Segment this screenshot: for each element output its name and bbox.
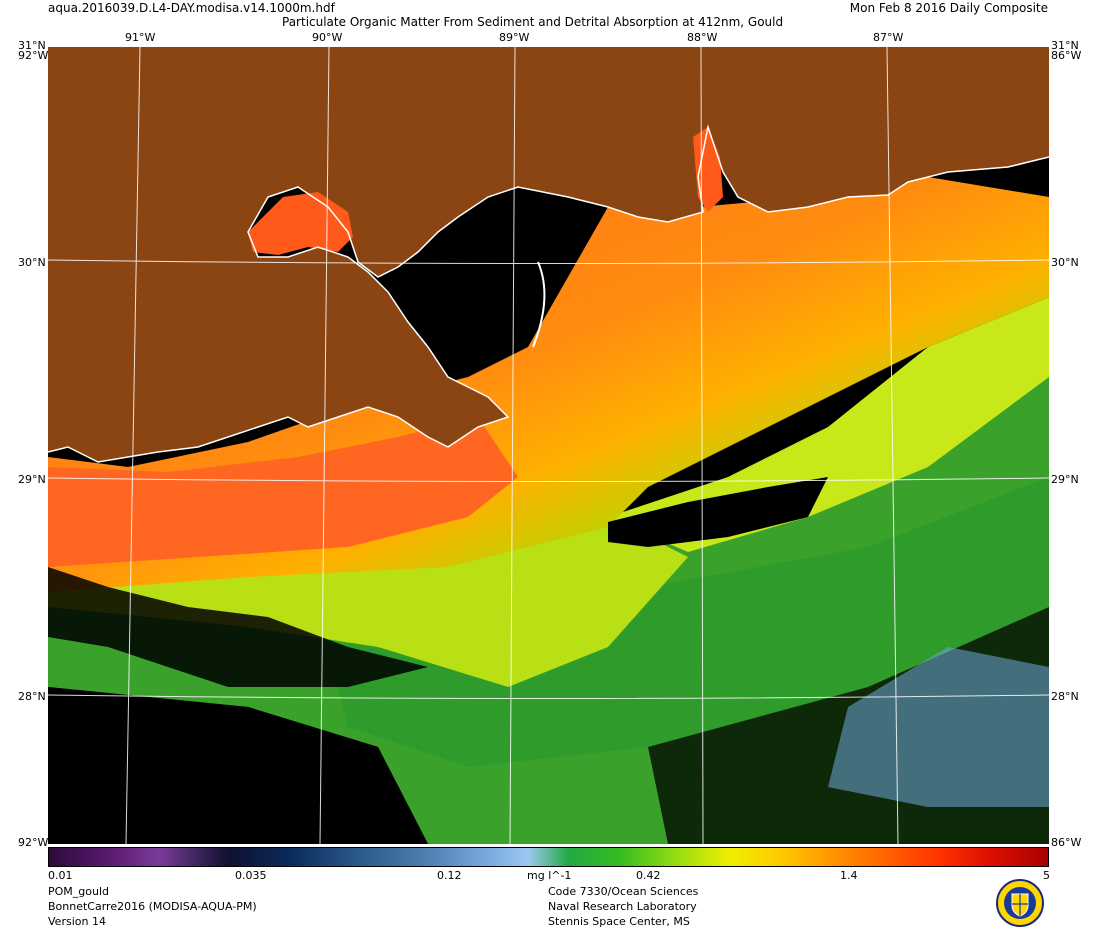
nearshore-plume [48, 417, 518, 567]
map-graphic [48, 47, 1049, 844]
green-band [328, 477, 1049, 767]
satellite-map [48, 47, 1049, 844]
nrl-seal-icon [996, 879, 1044, 927]
corner-label-top-left: 31°N [18, 39, 46, 52]
chandeleur-islands [532, 261, 546, 348]
footer-dataset: BonnetCarre2016 (MODISA-AQUA-PM) [48, 900, 257, 913]
colorbar-tick-1: 0.035 [235, 869, 267, 882]
footer-org-name: Naval Research Laboratory [548, 900, 697, 913]
composite-date: Mon Feb 8 2016 Daily Composite [849, 1, 1048, 15]
front-band [608, 297, 1049, 552]
footer-location: Stennis Space Center, MS [548, 915, 690, 928]
colorbar-tick-4: 1.4 [840, 869, 858, 882]
graticule [48, 47, 1049, 844]
file-name: aqua.2016039.D.L4-DAY.modisa.v14.1000m.h… [48, 1, 335, 15]
colorbar [48, 847, 1049, 867]
colorbar-tick-3: 0.42 [636, 869, 661, 882]
colorbar-tick-0: 0.01 [48, 869, 73, 882]
nodata-patch-3 [48, 687, 428, 844]
lat-label-28n-right: 28°N [1051, 690, 1079, 703]
nodata-patch-1 [608, 477, 828, 547]
edge-label-left-top: 92°W [18, 49, 49, 62]
lat-label-29n-left: 29°N [18, 473, 46, 486]
lat-label-30n-left: 30°N [18, 256, 46, 269]
footer-product: POM_gould [48, 885, 110, 898]
lon-label-89w: 89°W [499, 31, 530, 44]
edge-label-left-bottom: 92°W [18, 836, 49, 849]
coastline [48, 124, 1049, 463]
lat-label-28n-left: 28°N [18, 690, 46, 703]
corner-label-top-right: 31°N [1051, 39, 1079, 52]
footer-org-code: Code 7330/Ocean Sciences [548, 885, 699, 898]
edge-label-right-top: 86°W [1051, 49, 1082, 62]
nodata-patch-2 [48, 567, 428, 687]
edge-label-right-bottom: 86°W [1051, 836, 1082, 849]
colorbar-tick-5: 5 [1043, 869, 1050, 882]
low-value-area [828, 647, 1049, 807]
lon-label-88w: 88°W [687, 31, 718, 44]
lon-label-91w: 91°W [125, 31, 156, 44]
footer-version: Version 14 [48, 915, 106, 928]
lat-label-30n-right: 30°N [1051, 256, 1079, 269]
lon-label-90w: 90°W [312, 31, 343, 44]
colorbar-units: mg l^-1 [527, 869, 572, 882]
lat-label-29n-right: 29°N [1051, 473, 1079, 486]
colorbar-tick-2: 0.12 [437, 869, 462, 882]
map-title: Particulate Organic Matter From Sediment… [282, 15, 784, 29]
lon-label-87w: 87°W [873, 31, 904, 44]
land-area [48, 47, 1049, 462]
